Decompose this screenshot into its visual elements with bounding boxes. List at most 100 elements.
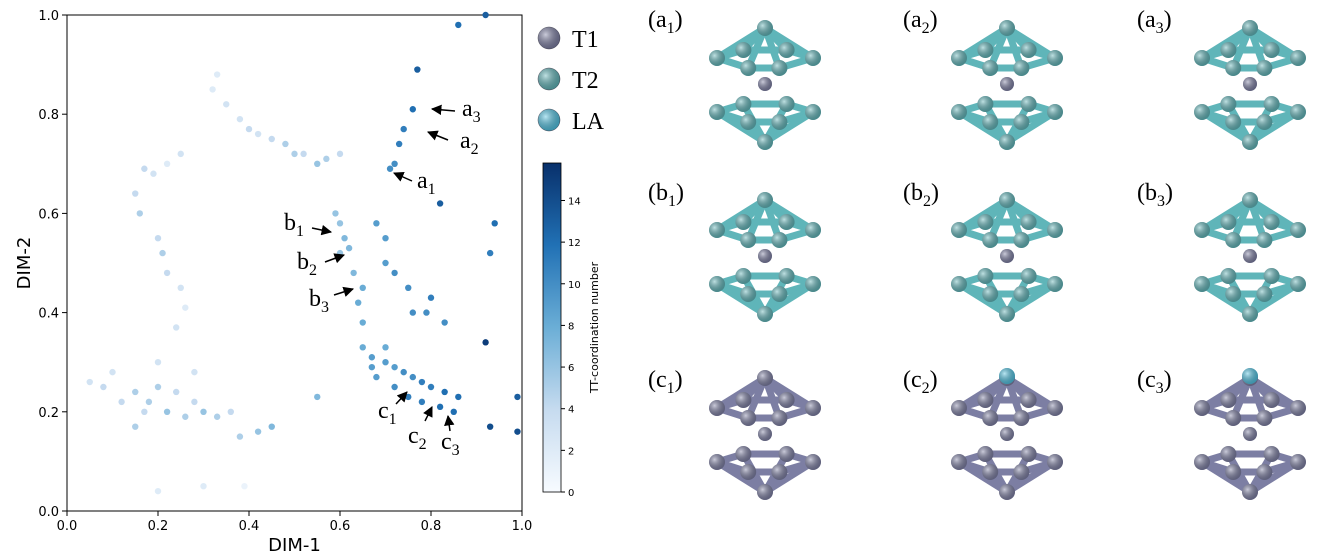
panel-label-sub: 3 — [1157, 193, 1165, 210]
data-point — [514, 428, 520, 434]
panel-label-sub: 3 — [1156, 20, 1164, 37]
data-point — [182, 304, 188, 310]
annotation-arrow — [334, 289, 353, 295]
panel-label-close: ) — [676, 180, 684, 206]
atom-shade — [740, 286, 756, 302]
atom-shade — [771, 60, 787, 76]
colorbar-tick-label: 2 — [568, 446, 574, 457]
structure — [1194, 368, 1306, 500]
atom-shade — [951, 222, 967, 238]
panel-label-open: (c — [648, 367, 667, 393]
annotation: c1 — [378, 398, 397, 428]
atom-shade — [1000, 427, 1014, 441]
structure — [709, 370, 821, 500]
data-point — [323, 156, 329, 162]
atom-shade — [1256, 410, 1272, 426]
data-point — [155, 384, 161, 390]
legend-marker-shade — [538, 68, 560, 90]
data-point — [164, 161, 170, 167]
panel-label-sub: 1 — [668, 193, 676, 210]
structure — [951, 368, 1063, 500]
data-point — [209, 86, 215, 92]
atom-shade — [1000, 249, 1014, 263]
annotation-text: b — [284, 210, 296, 236]
data-point — [373, 374, 379, 380]
data-point — [455, 394, 461, 400]
legend-marker-shade — [538, 27, 560, 49]
annotation-arrow — [325, 255, 344, 262]
data-point — [455, 22, 461, 28]
panel-label-close: ) — [675, 7, 683, 33]
colorbar — [543, 163, 561, 492]
annotation-text: c — [408, 423, 419, 449]
x-tick-label: 0.8 — [421, 519, 442, 534]
data-point — [382, 260, 388, 266]
atom-shade — [999, 368, 1015, 384]
atom-shade — [1242, 368, 1258, 384]
atom-shade — [1264, 268, 1280, 284]
data-point — [182, 414, 188, 420]
colorbar-tick-label: 12 — [568, 238, 581, 249]
annotation: c2 — [408, 423, 427, 453]
annotation: a3 — [462, 96, 481, 126]
atom-shade — [758, 249, 772, 263]
atom-shade — [977, 214, 993, 230]
atom-shade — [1242, 306, 1258, 322]
atom-shade — [999, 134, 1015, 150]
atom-shade — [1256, 60, 1272, 76]
atom-shade — [771, 286, 787, 302]
atom-shade — [1225, 464, 1241, 480]
data-point — [200, 409, 206, 415]
atom-shade — [999, 192, 1015, 208]
y-tick-label: 0.6 — [38, 207, 59, 222]
atom-shade — [1220, 96, 1236, 112]
atom-shade — [805, 104, 821, 120]
data-point — [428, 295, 434, 301]
y-tick-label: 1.0 — [38, 9, 59, 24]
data-point — [132, 423, 138, 429]
atom-shade — [757, 370, 773, 386]
data-point — [514, 394, 520, 400]
atom-shade — [735, 214, 751, 230]
data-point — [451, 409, 457, 415]
data-point — [360, 285, 366, 291]
annotation-arrow — [432, 109, 455, 111]
atom-shade — [1013, 286, 1029, 302]
data-point — [255, 428, 261, 434]
atom-shade — [1242, 192, 1258, 208]
atom-shade — [982, 60, 998, 76]
atom-shade — [1021, 392, 1037, 408]
annotation: b3 — [309, 286, 329, 316]
atom-shade — [1290, 50, 1306, 66]
atom-shade — [1047, 400, 1063, 416]
atom-shade — [1290, 104, 1306, 120]
data-point — [341, 235, 347, 241]
data-point — [410, 106, 416, 112]
panel-label-close: ) — [930, 7, 938, 33]
atom-shade — [757, 134, 773, 150]
x-tick-label: 0.6 — [330, 519, 351, 534]
atom-shade — [735, 268, 751, 284]
atom-shade — [709, 222, 725, 238]
data-point — [191, 399, 197, 405]
panel-label-close: ) — [1164, 7, 1172, 33]
figure: 0.00.20.40.60.81.00.00.20.40.60.81.0DIM-… — [0, 0, 1323, 554]
atom-shade — [1013, 60, 1029, 76]
data-point — [391, 270, 397, 276]
atom-shade — [951, 454, 967, 470]
data-point — [100, 384, 106, 390]
atom-shade — [740, 464, 756, 480]
structure — [1194, 192, 1306, 322]
annotation-arrow — [425, 407, 432, 421]
data-point — [428, 384, 434, 390]
x-tick-label: 0.0 — [57, 519, 78, 534]
annotation: c3 — [441, 429, 460, 459]
atom-shade — [1290, 454, 1306, 470]
panel-label-sub: 2 — [923, 193, 931, 210]
atom-shade — [977, 268, 993, 284]
panel-label-close: ) — [1164, 367, 1172, 393]
annotation-sub: 1 — [428, 181, 436, 198]
data-point — [200, 483, 206, 489]
atom-shade — [779, 42, 795, 58]
atom-shade — [1225, 114, 1241, 130]
